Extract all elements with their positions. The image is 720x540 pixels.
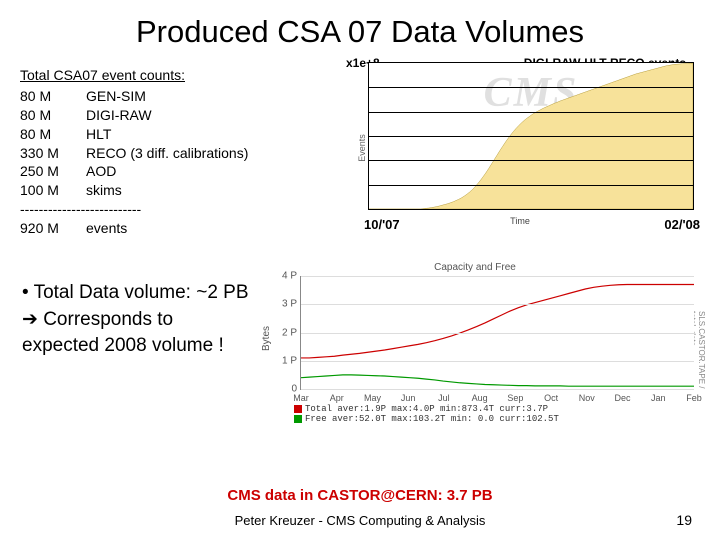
chart2-xtick: Oct xyxy=(544,393,558,403)
chart2-xtick: May xyxy=(364,393,381,403)
events-area-chart: x1e+8 DIGI-RAW-HLT-RECO events CMS Event… xyxy=(340,58,700,228)
chart2-plot-area: 01 P2 P3 P4 PMarAprMayJunJulAugSepOctNov… xyxy=(300,276,694,390)
capacity-line-chart: Capacity and Free Bytes SLS.CASTOR.TAPE … xyxy=(248,262,702,424)
chart2-xtick: Feb xyxy=(686,393,702,403)
chart2-title: Capacity and Free xyxy=(434,262,516,273)
chart2-xtick: Jun xyxy=(401,393,416,403)
counts-row: 80 MDIGI-RAW xyxy=(20,106,340,125)
counts-divider: -------------------------- xyxy=(20,200,340,219)
bullet-line3: expected 2008 volume ! xyxy=(22,333,249,360)
chart1-xright: 02/'08 xyxy=(664,217,700,232)
legend-swatch-free xyxy=(294,415,302,423)
chart2-xtick: Sep xyxy=(507,393,523,403)
event-counts-block: Total CSA07 event counts: 80 MGEN-SIM80 … xyxy=(20,58,340,238)
counts-label: HLT xyxy=(86,125,111,144)
legend-total: Total aver:1.9P max:4.0P min:873.4T curr… xyxy=(294,404,559,414)
content-row: Total CSA07 event counts: 80 MGEN-SIM80 … xyxy=(0,58,720,238)
counts-n: 330 M xyxy=(20,144,86,163)
chart2-ytick: 4 P xyxy=(271,271,297,282)
chart1-plot-area: CMS xyxy=(368,62,694,210)
counts-row: 250 MAOD xyxy=(20,162,340,181)
counts-row: 100 Mskims xyxy=(20,181,340,200)
counts-row: 80 MHLT xyxy=(20,125,340,144)
chart2-xtick: Dec xyxy=(615,393,631,403)
chart2-xtick: Nov xyxy=(579,393,595,403)
chart2-ytick: 3 P xyxy=(271,299,297,310)
page-number: 19 xyxy=(676,512,692,528)
chart2-xtick: Mar xyxy=(293,393,309,403)
counts-n: 80 M xyxy=(20,87,86,106)
counts-n: 100 M xyxy=(20,181,86,200)
chart1-yaxis-label: Events xyxy=(357,134,367,162)
arrow-icon: ➔ xyxy=(22,309,38,330)
counts-label: RECO (3 diff. calibrations) xyxy=(86,144,248,163)
bullets-block: • Total Data volume: ~2 PB ➔ Corresponds… xyxy=(22,280,249,360)
legend-free-text: Free aver:52.0T max:103.2T min: 0.0 curr… xyxy=(305,414,559,424)
counts-heading: Total CSA07 event counts: xyxy=(20,66,340,85)
legend-swatch-total xyxy=(294,405,302,413)
castor-summary: CMS data in CASTOR@CERN: 3.7 PB xyxy=(0,487,720,504)
chart2-legend: Total aver:1.9P max:4.0P min:873.4T curr… xyxy=(294,404,559,424)
counts-label: AOD xyxy=(86,162,116,181)
counts-total-row: 920 M events xyxy=(20,219,340,238)
counts-n: 80 M xyxy=(20,106,86,125)
counts-total-label: events xyxy=(86,219,127,238)
counts-n: 80 M xyxy=(20,125,86,144)
counts-row: 80 MGEN-SIM xyxy=(20,87,340,106)
counts-n: 250 M xyxy=(20,162,86,181)
chart2-xtick: Aug xyxy=(472,393,488,403)
chart2-xtick: Jan xyxy=(651,393,666,403)
chart2-xtick: Jul xyxy=(438,393,450,403)
legend-total-text: Total aver:1.9P max:4.0P min:873.4T curr… xyxy=(305,404,548,414)
counts-label: GEN-SIM xyxy=(86,87,146,106)
counts-label: skims xyxy=(86,181,122,200)
chart2-ytick: 1 P xyxy=(271,355,297,366)
page-title: Produced CSA 07 Data Volumes xyxy=(0,0,720,58)
chart2-xtick: Apr xyxy=(330,393,344,403)
counts-label: DIGI-RAW xyxy=(86,106,152,125)
bullet-line2-text: Corresponds to xyxy=(38,309,173,330)
chart1-xaxis-label: Time xyxy=(510,216,530,226)
bullet-line2: ➔ Corresponds to xyxy=(22,307,249,334)
legend-free: Free aver:52.0T max:103.2T min: 0.0 curr… xyxy=(294,414,559,424)
bullet-line1: • Total Data volume: ~2 PB xyxy=(22,280,249,307)
chart2-ytick: 2 P xyxy=(271,327,297,338)
chart1-xleft: 10/'07 xyxy=(364,217,400,232)
counts-row: 330 MRECO (3 diff. calibrations) xyxy=(20,144,340,163)
chart1-container: x1e+8 DIGI-RAW-HLT-RECO events CMS Event… xyxy=(340,58,700,238)
footer-credit: Peter Kreuzer - CMS Computing & Analysis xyxy=(0,513,720,528)
counts-total-n: 920 M xyxy=(20,219,86,238)
